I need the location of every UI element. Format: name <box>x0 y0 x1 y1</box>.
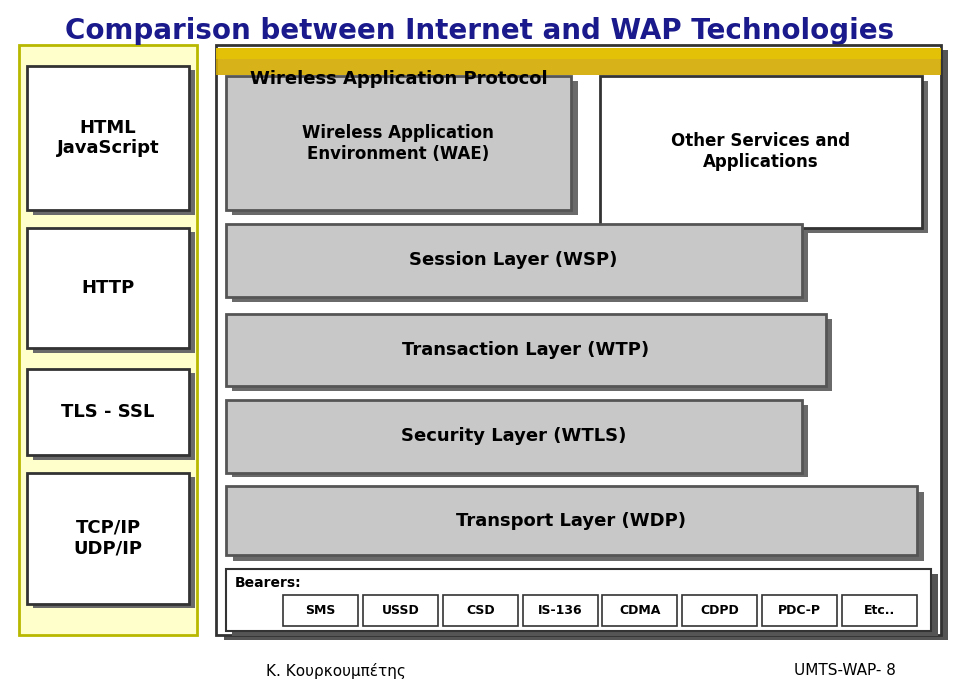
Bar <box>232 405 808 477</box>
Bar <box>232 229 808 302</box>
FancyBboxPatch shape <box>27 473 189 604</box>
Bar <box>224 50 948 640</box>
FancyBboxPatch shape <box>27 228 189 348</box>
FancyBboxPatch shape <box>226 224 802 297</box>
Text: UMTS-WAP- 8: UMTS-WAP- 8 <box>794 663 896 678</box>
Text: Transaction Layer (WTP): Transaction Layer (WTP) <box>402 341 649 359</box>
Text: HTTP: HTTP <box>82 279 134 297</box>
Text: PDC-P: PDC-P <box>778 604 821 617</box>
Text: K. Κουρκουμπέτης: K. Κουρκουμπέτης <box>266 662 406 679</box>
FancyBboxPatch shape <box>27 66 189 210</box>
Bar <box>607 81 928 233</box>
Text: HTML
JavaScript: HTML JavaScript <box>57 119 159 157</box>
Text: CDMA: CDMA <box>619 604 660 617</box>
FancyBboxPatch shape <box>226 486 917 555</box>
Text: Session Layer (WSP): Session Layer (WSP) <box>409 251 618 270</box>
Text: CSD: CSD <box>466 604 494 617</box>
FancyBboxPatch shape <box>226 76 571 210</box>
Bar <box>33 477 195 608</box>
Bar <box>232 81 578 215</box>
Bar <box>232 319 832 391</box>
FancyBboxPatch shape <box>226 569 931 631</box>
Bar <box>33 373 195 460</box>
Text: SMS: SMS <box>305 604 336 617</box>
FancyBboxPatch shape <box>600 76 922 228</box>
FancyBboxPatch shape <box>216 48 941 59</box>
FancyBboxPatch shape <box>842 595 917 626</box>
FancyBboxPatch shape <box>683 595 757 626</box>
FancyBboxPatch shape <box>226 400 802 473</box>
Text: Etc..: Etc.. <box>864 604 895 617</box>
FancyBboxPatch shape <box>27 369 189 455</box>
Text: Comparison between Internet and WAP Technologies: Comparison between Internet and WAP Tech… <box>65 17 895 45</box>
Text: CDPD: CDPD <box>701 604 739 617</box>
FancyBboxPatch shape <box>522 595 597 626</box>
Text: TCP/IP
UDP/IP: TCP/IP UDP/IP <box>74 519 142 558</box>
Text: USSD: USSD <box>382 604 420 617</box>
FancyBboxPatch shape <box>226 314 826 386</box>
Text: IS-136: IS-136 <box>538 604 583 617</box>
FancyBboxPatch shape <box>363 595 438 626</box>
FancyBboxPatch shape <box>19 45 197 635</box>
Bar <box>233 492 924 561</box>
Text: Transport Layer (WDP): Transport Layer (WDP) <box>456 512 686 530</box>
Bar <box>232 574 938 636</box>
Text: Other Services and
Applications: Other Services and Applications <box>671 132 851 171</box>
Text: Bearers:: Bearers: <box>235 576 301 590</box>
Text: Wireless Application
Environment (WAE): Wireless Application Environment (WAE) <box>302 124 494 163</box>
Text: TLS - SSL: TLS - SSL <box>61 403 155 422</box>
FancyBboxPatch shape <box>216 48 941 75</box>
Text: Security Layer (WTLS): Security Layer (WTLS) <box>401 427 626 446</box>
FancyBboxPatch shape <box>443 595 517 626</box>
FancyBboxPatch shape <box>283 595 358 626</box>
FancyBboxPatch shape <box>216 45 941 635</box>
Bar <box>33 70 195 215</box>
Bar <box>33 232 195 353</box>
Text: Wireless Application Protocol: Wireless Application Protocol <box>250 70 547 88</box>
FancyBboxPatch shape <box>603 595 678 626</box>
FancyBboxPatch shape <box>762 595 837 626</box>
